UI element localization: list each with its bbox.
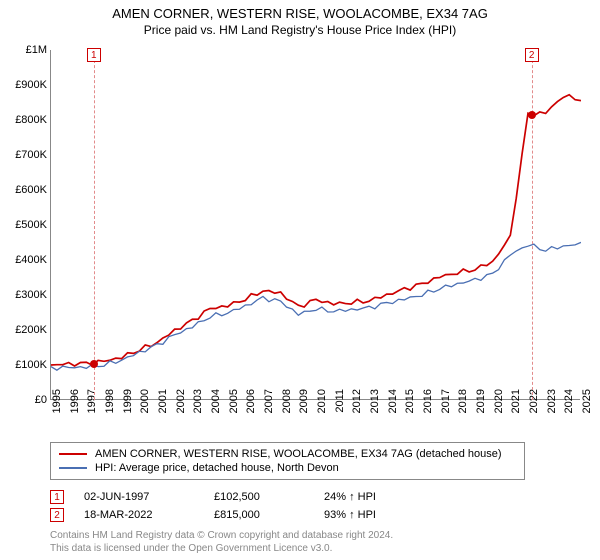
legend-item-1: AMEN CORNER, WESTERN RISE, WOOLACOMBE, E… xyxy=(59,447,516,461)
x-tick-label: 2004 xyxy=(210,389,222,419)
x-tick-label: 1995 xyxy=(51,389,63,419)
event-date-2: 18-MAR-2022 xyxy=(84,509,214,521)
x-tick-label: 2006 xyxy=(245,389,257,419)
event-diff-2: 93% ↑ HPI xyxy=(324,509,434,521)
y-tick-label: £1M xyxy=(3,44,47,56)
legend-label-2: HPI: Average price, detached house, Nort… xyxy=(95,462,339,474)
x-tick-label: 2010 xyxy=(316,389,328,419)
y-tick-label: £300K xyxy=(3,289,47,301)
footer: Contains HM Land Registry data © Crown c… xyxy=(50,530,393,555)
x-tick-label: 1999 xyxy=(122,389,134,419)
events-table: 1 02-JUN-1997 £102,500 24% ↑ HPI 2 18-MA… xyxy=(50,488,434,524)
event-marker-1: 1 xyxy=(50,490,64,504)
x-tick-label: 2001 xyxy=(157,389,169,419)
event-marker-box: 2 xyxy=(525,48,539,62)
y-tick-label: £700K xyxy=(3,149,47,161)
x-tick-label: 2000 xyxy=(139,389,151,419)
plot-region: £0£100K£200K£300K£400K£500K£600K£700K£80… xyxy=(50,50,580,400)
footer-line-2: This data is licensed under the Open Gov… xyxy=(50,543,393,556)
event-marker-box: 1 xyxy=(87,48,101,62)
event-price-2: £815,000 xyxy=(214,509,324,521)
legend-swatch-2 xyxy=(59,467,87,469)
event-marker-2: 2 xyxy=(50,508,64,522)
chart-area: £0£100K£200K£300K£400K£500K£600K£700K£80… xyxy=(50,50,580,400)
legend-swatch-1 xyxy=(59,453,87,455)
x-tick-label: 1998 xyxy=(104,389,116,419)
x-tick-label: 1997 xyxy=(86,389,98,419)
legend-item-2: HPI: Average price, detached house, Nort… xyxy=(59,461,516,475)
x-tick-label: 2009 xyxy=(298,389,310,419)
event-dot xyxy=(528,111,536,119)
x-tick-label: 2008 xyxy=(281,389,293,419)
x-tick-label: 2015 xyxy=(404,389,416,419)
x-tick-label: 2012 xyxy=(351,389,363,419)
x-tick-label: 2005 xyxy=(228,389,240,419)
event-row-1: 1 02-JUN-1997 £102,500 24% ↑ HPI xyxy=(50,488,434,506)
x-tick-label: 2024 xyxy=(563,389,575,419)
y-tick-label: £200K xyxy=(3,324,47,336)
event-row-2: 2 18-MAR-2022 £815,000 93% ↑ HPI xyxy=(50,506,434,524)
chart-subtitle: Price paid vs. HM Land Registry's House … xyxy=(0,21,600,43)
chart-container: AMEN CORNER, WESTERN RISE, WOOLACOMBE, E… xyxy=(0,0,600,560)
event-date-1: 02-JUN-1997 xyxy=(84,491,214,503)
footer-line-1: Contains HM Land Registry data © Crown c… xyxy=(50,530,393,543)
series-line xyxy=(51,95,581,366)
x-tick-label: 2017 xyxy=(440,389,452,419)
y-tick-label: £0 xyxy=(3,394,47,406)
x-tick-label: 2011 xyxy=(334,389,346,419)
x-tick-label: 2013 xyxy=(369,389,381,419)
plot-svg xyxy=(51,50,581,400)
x-tick-label: 1996 xyxy=(69,389,81,419)
y-tick-label: £900K xyxy=(3,79,47,91)
x-tick-label: 2022 xyxy=(528,389,540,419)
x-tick-label: 2019 xyxy=(475,389,487,419)
x-tick-label: 2023 xyxy=(546,389,558,419)
legend: AMEN CORNER, WESTERN RISE, WOOLACOMBE, E… xyxy=(50,442,525,480)
y-tick-label: £500K xyxy=(3,219,47,231)
event-vline xyxy=(94,50,95,400)
x-tick-label: 2003 xyxy=(192,389,204,419)
event-dot xyxy=(90,360,98,368)
event-price-1: £102,500 xyxy=(214,491,324,503)
y-tick-label: £800K xyxy=(3,114,47,126)
y-tick-label: £100K xyxy=(3,359,47,371)
x-tick-label: 2020 xyxy=(493,389,505,419)
event-diff-1: 24% ↑ HPI xyxy=(324,491,434,503)
x-tick-label: 2016 xyxy=(422,389,434,419)
x-tick-label: 2002 xyxy=(175,389,187,419)
x-tick-label: 2025 xyxy=(581,389,593,419)
y-tick-label: £400K xyxy=(3,254,47,266)
x-tick-label: 2018 xyxy=(457,389,469,419)
event-vline xyxy=(532,50,533,400)
x-tick-label: 2007 xyxy=(263,389,275,419)
x-tick-label: 2021 xyxy=(510,389,522,419)
series-line xyxy=(51,242,581,370)
y-tick-label: £600K xyxy=(3,184,47,196)
x-tick-label: 2014 xyxy=(387,389,399,419)
legend-label-1: AMEN CORNER, WESTERN RISE, WOOLACOMBE, E… xyxy=(95,448,502,460)
chart-title: AMEN CORNER, WESTERN RISE, WOOLACOMBE, E… xyxy=(0,0,600,21)
